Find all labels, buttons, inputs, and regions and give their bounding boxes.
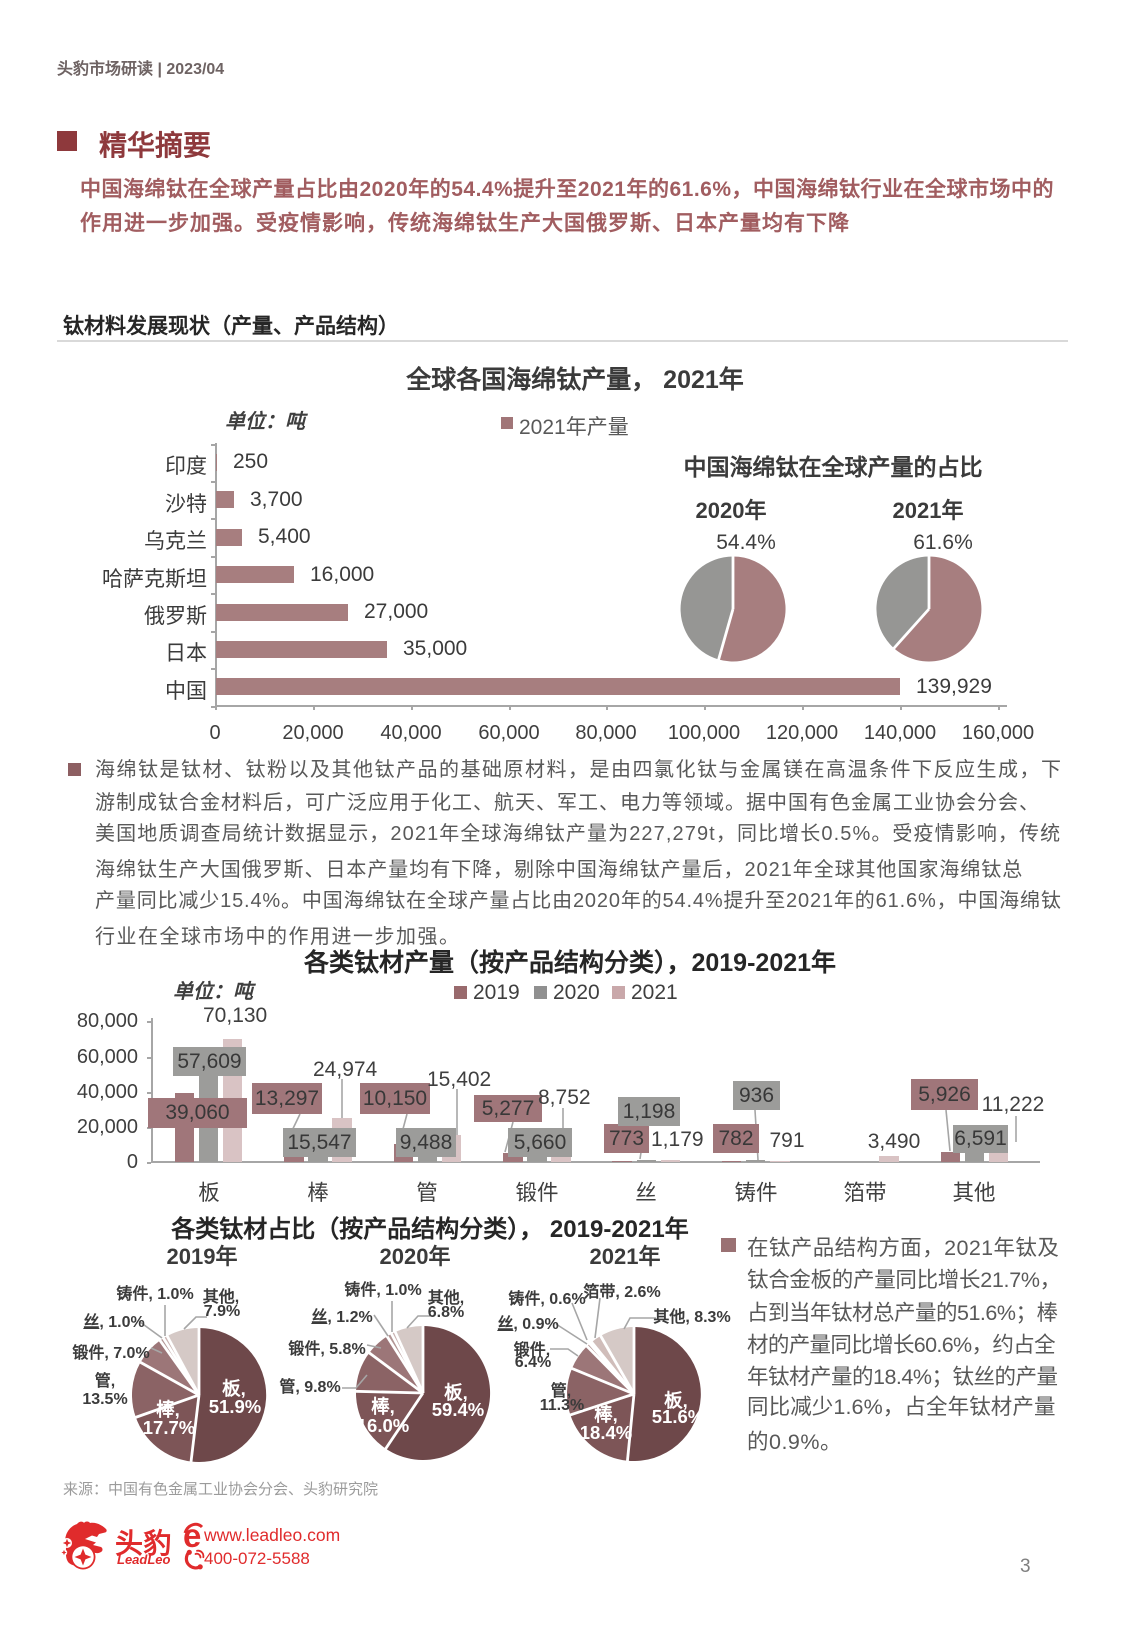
svg-text:e: e bbox=[183, 1517, 201, 1554]
